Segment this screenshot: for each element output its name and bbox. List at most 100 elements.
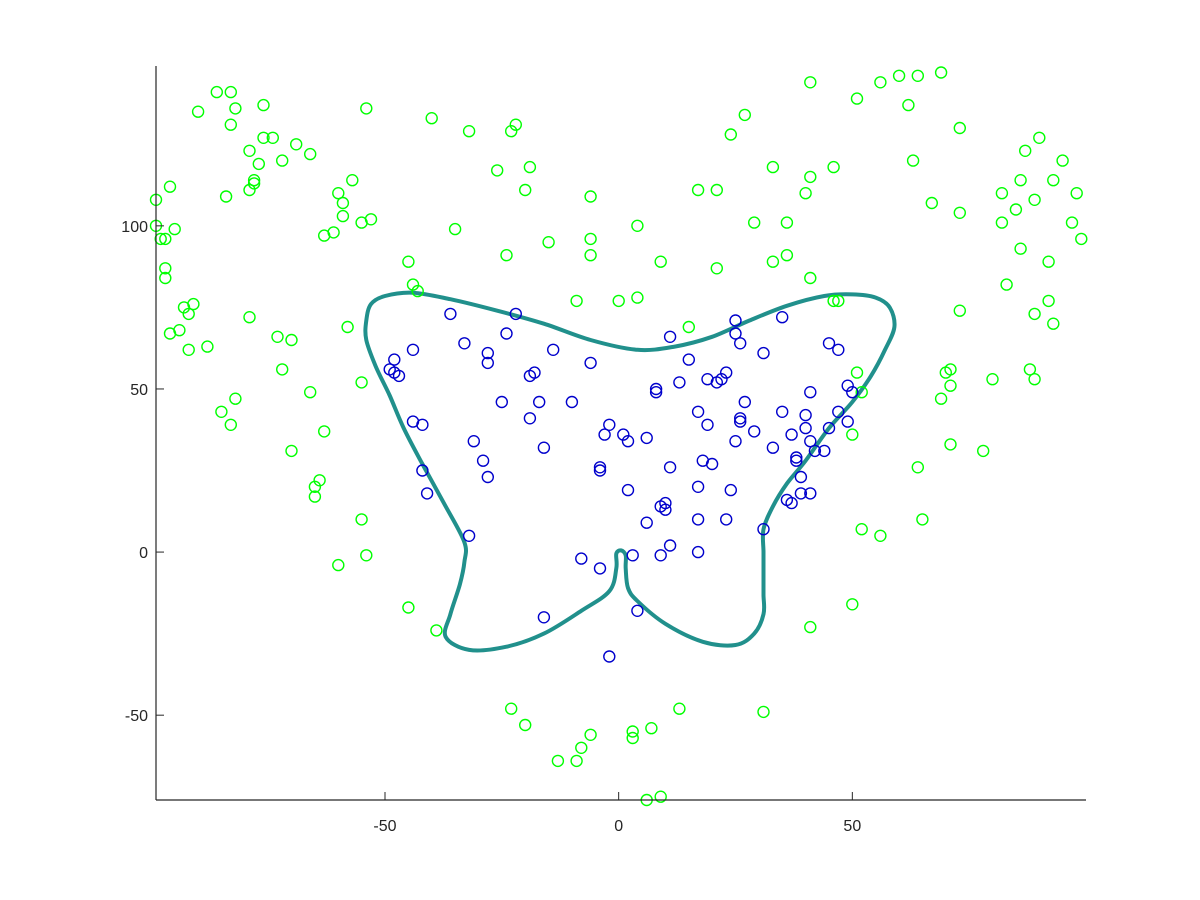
outside-point (229, 102, 242, 115)
inside-point (701, 418, 714, 431)
y-tick-label: 0 (139, 545, 148, 562)
outside-point (626, 731, 639, 745)
inside-point (603, 418, 616, 431)
outside-point (850, 366, 864, 379)
outside-point (266, 131, 279, 145)
outside-point (799, 186, 812, 200)
y-tick-label: 100 (121, 219, 148, 236)
outside-point (173, 324, 186, 337)
outside-point (542, 235, 555, 249)
x-tick: 0 (614, 792, 623, 835)
outside-point (1042, 255, 1055, 268)
outside-point (1047, 317, 1060, 330)
outside-point (402, 255, 415, 268)
inside-point (673, 376, 686, 389)
outside-point (290, 138, 303, 151)
outside-point (219, 190, 233, 203)
inside-point (416, 418, 429, 431)
inside-point (593, 464, 607, 477)
outside-point (1065, 216, 1079, 229)
outside-point (654, 255, 667, 268)
inside-point (776, 311, 789, 324)
inside-point (444, 307, 457, 321)
outside-point (505, 702, 518, 715)
outside-point (318, 425, 331, 438)
inside-point (691, 513, 705, 526)
outside-point (191, 105, 205, 118)
outside-point (346, 173, 359, 187)
outside-point (1033, 131, 1046, 145)
outside-point (1028, 373, 1041, 386)
outside-point (210, 85, 224, 99)
x-tick: 50 (843, 792, 861, 835)
axes: -50 0 50 -50 0 50 100 (121, 66, 1086, 835)
outside-point (832, 294, 845, 308)
outside-point (682, 320, 695, 334)
outside-point (944, 438, 957, 451)
outside-point (159, 232, 172, 246)
inside-point (808, 444, 822, 458)
outside-point (766, 160, 780, 174)
outside-point (276, 363, 289, 376)
outside-point (154, 232, 167, 246)
outside-point (332, 558, 345, 572)
outside-point (1075, 232, 1088, 246)
outside-point (257, 98, 270, 112)
inside-point (462, 529, 476, 542)
inside-point (748, 425, 761, 438)
outside-point (360, 102, 373, 115)
inside-point (598, 428, 611, 441)
inside-point (509, 307, 522, 321)
outside-point (631, 219, 644, 233)
outside-point (336, 196, 350, 210)
outside-point (318, 229, 331, 242)
y-tick: -50 (125, 708, 164, 725)
outside-point (575, 741, 588, 754)
outside-point (827, 160, 840, 174)
outside-point (570, 294, 583, 308)
outside-point (584, 232, 597, 246)
inside-point (476, 454, 490, 467)
inside-point (729, 435, 742, 448)
outside-point (252, 157, 265, 171)
inside-point (649, 386, 663, 399)
inside-point (495, 395, 508, 409)
inside-point (846, 386, 859, 399)
inside-point (528, 366, 541, 379)
outside-point (551, 754, 565, 768)
outside-point (406, 278, 420, 291)
inside-point (738, 395, 751, 409)
outside-point (491, 164, 504, 177)
inside-point (663, 461, 677, 474)
outside-point (846, 428, 859, 441)
inside-point (537, 441, 551, 454)
outside-point (159, 271, 172, 285)
outside-point (892, 69, 906, 83)
inside-point (603, 650, 616, 663)
inside-point (822, 421, 836, 435)
inside-point (785, 428, 798, 441)
inside-point (832, 405, 845, 418)
outside-point (425, 111, 438, 125)
outside-point (304, 386, 317, 399)
outside-point (911, 461, 924, 474)
outside-point (355, 513, 368, 526)
inside-point (757, 523, 770, 536)
outside-point (519, 718, 532, 732)
inside-point (547, 343, 560, 356)
outside-point (313, 474, 326, 487)
outside-point (827, 294, 840, 308)
outside-point (505, 124, 518, 138)
y-tick-label: 50 (130, 382, 148, 399)
outside-point (1000, 278, 1013, 291)
inside-point (649, 382, 663, 396)
outside-point (804, 271, 817, 285)
inside-point (757, 346, 770, 360)
outside-point (710, 262, 723, 275)
outside-point (780, 248, 794, 262)
outside-point (916, 513, 929, 526)
y-tick: 100 (121, 219, 164, 236)
inside-point (734, 415, 747, 428)
outside-point (411, 284, 424, 298)
outside-point (1018, 144, 1032, 158)
